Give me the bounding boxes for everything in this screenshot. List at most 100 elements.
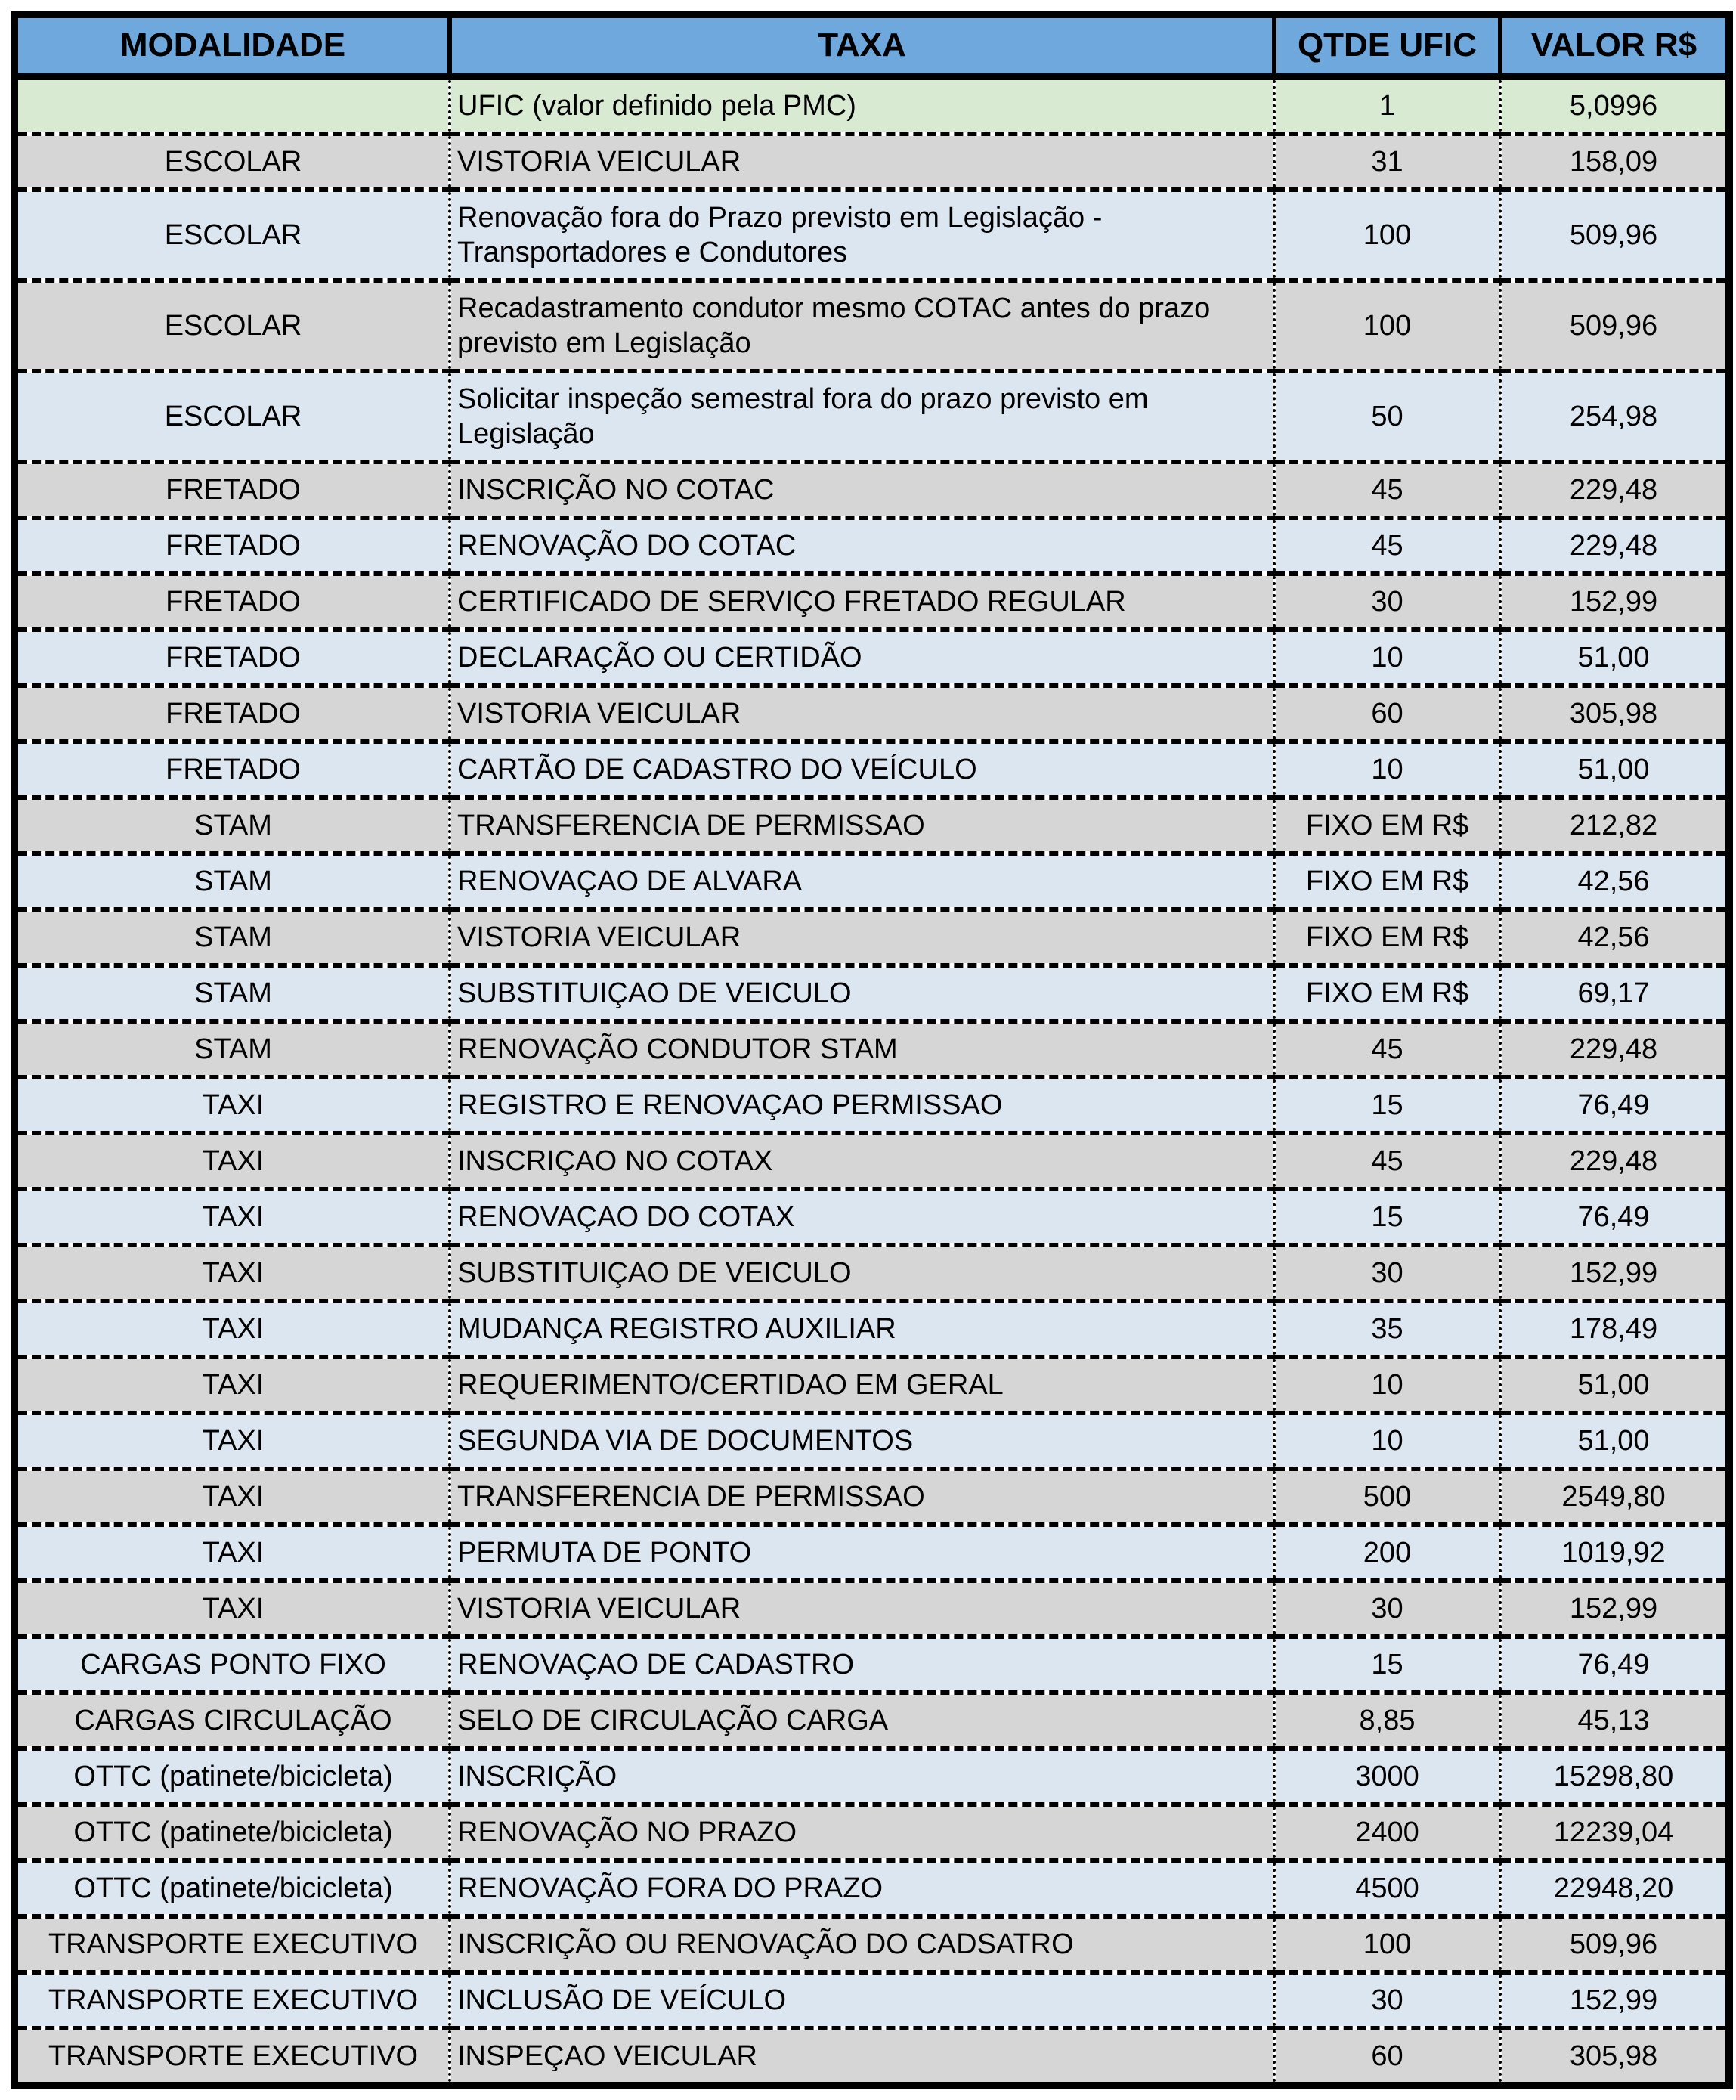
valor-cell: 22948,20 — [1499, 1857, 1729, 1916]
modalidade-cell: FRETADO — [14, 739, 450, 798]
modalidade-cell: TRANSPORTE EXECUTIVO — [14, 2025, 450, 2086]
table-row: ESCOLAR VISTORIA VEICULAR 31 158,09 — [14, 131, 1729, 190]
modalidade-cell: OTTC (patinete/bicicleta) — [14, 1801, 450, 1860]
table-row: TAXI TRANSFERENCIA DE PERMISSAO 500 2549,80 — [14, 1466, 1729, 1525]
valor-cell: 51,00 — [1499, 1410, 1729, 1469]
taxa-cell: RENOVAÇÃO NO PRAZO — [448, 1801, 1274, 1860]
qtde-ufic-cell: 15 — [1273, 1634, 1500, 1693]
table-row: TAXI PERMUTA DE PONTO 200 1019,92 — [14, 1522, 1729, 1581]
qtde-ufic-cell: 100 — [1273, 187, 1500, 280]
table-row: OTTC (patinete/bicicleta) RENOVAÇÃO FORA … — [14, 1857, 1729, 1916]
qtde-ufic-cell: 60 — [1273, 683, 1500, 742]
table-row: CARGAS PONTO FIXO RENOVAÇAO DE CADASTRO 15… — [14, 1634, 1729, 1693]
valor-cell: 45,13 — [1499, 1690, 1729, 1748]
valor-cell: 158,09 — [1499, 131, 1729, 190]
taxa-cell: REQUERIMENTO/CERTIDAO EM GERAL — [448, 1354, 1274, 1413]
taxa-cell: Renovação fora do Prazo previsto em Legi… — [448, 187, 1274, 280]
modalidade-cell: TRANSPORTE EXECUTIVO — [14, 1913, 450, 1972]
valor-cell: 76,49 — [1499, 1634, 1729, 1693]
valor-cell: 1019,92 — [1499, 1522, 1729, 1581]
valor-cell: 51,00 — [1499, 627, 1729, 686]
taxa-cell: INSCRIÇÃO NO COTAC — [448, 459, 1274, 518]
valor-cell: 51,00 — [1499, 739, 1729, 798]
qtde-ufic-cell: 100 — [1273, 277, 1500, 371]
modalidade-cell: ESCOLAR — [14, 131, 450, 190]
taxa-cell: CARTÃO DE CADASTRO DO VEÍCULO — [448, 739, 1274, 798]
fees-table: MODALIDADE TAXA QTDE UFIC VALOR R$ UFIC (va… — [11, 11, 1733, 2089]
qtde-ufic-cell: 30 — [1273, 1969, 1500, 2028]
column-header-modalidade: MODALIDADE — [14, 14, 450, 80]
valor-cell: 2549,80 — [1499, 1466, 1729, 1525]
table-row: FRETADO RENOVAÇÃO DO COTAC 45 229,48 — [14, 515, 1729, 574]
modalidade-cell: STAM — [14, 962, 450, 1021]
table-header-row: MODALIDADE TAXA QTDE UFIC VALOR R$ — [14, 14, 1729, 80]
taxa-cell: TRANSFERENCIA DE PERMISSAO — [448, 1466, 1274, 1525]
qtde-ufic-cell: 45 — [1273, 1130, 1500, 1189]
taxa-cell: RENOVAÇAO DE ALVARA — [448, 850, 1274, 909]
valor-cell: 152,99 — [1499, 1969, 1729, 2028]
modalidade-cell: FRETADO — [14, 571, 450, 630]
modalidade-cell: ESCOLAR — [14, 277, 450, 371]
table-row: STAM SUBSTITUIÇAO DE VEICULO FIXO EM R$ 69,… — [14, 962, 1729, 1021]
valor-cell: 212,82 — [1499, 794, 1729, 853]
valor-cell: 254,98 — [1499, 368, 1729, 462]
table-row: TAXI MUDANÇA REGISTRO AUXILIAR 35 178,49 — [14, 1298, 1729, 1357]
valor-cell: 509,96 — [1499, 277, 1729, 371]
valor-cell: 76,49 — [1499, 1074, 1729, 1133]
taxa-cell: RENOVAÇÃO DO COTAC — [448, 515, 1274, 574]
taxa-cell: REGISTRO E RENOVAÇAO PERMISSAO — [448, 1074, 1274, 1133]
valor-cell: 51,00 — [1499, 1354, 1729, 1413]
taxa-cell: RENOVAÇÃO CONDUTOR STAM — [448, 1018, 1274, 1077]
valor-cell: 229,48 — [1499, 1018, 1729, 1077]
taxa-cell: RENOVAÇAO DE CADASTRO — [448, 1634, 1274, 1693]
modalidade-cell: TRANSPORTE EXECUTIVO — [14, 1969, 450, 2028]
column-header-qtde-ufic: QTDE UFIC — [1272, 14, 1500, 80]
modalidade-cell: FRETADO — [14, 515, 450, 574]
table-row: TRANSPORTE EXECUTIVO INCLUSÃO DE VEÍCULO 3… — [14, 1969, 1729, 2028]
modalidade-cell: FRETADO — [14, 459, 450, 518]
table-header: MODALIDADE TAXA QTDE UFIC VALOR R$ — [14, 14, 1729, 80]
modalidade-cell — [14, 76, 450, 134]
valor-cell: 152,99 — [1499, 1242, 1729, 1301]
table-row: OTTC (patinete/bicicleta) INSCRIÇÃO 3000 15… — [14, 1745, 1729, 1804]
table-row: CARGAS CIRCULAÇÃO SELO DE CIRCULAÇÃO CARG… — [14, 1690, 1729, 1748]
table-row: TAXI REGISTRO E RENOVAÇAO PERMISSAO 15 76,4… — [14, 1074, 1729, 1133]
qtde-ufic-cell: FIXO EM R$ — [1273, 794, 1500, 853]
taxa-cell: DECLARAÇÃO OU CERTIDÃO — [448, 627, 1274, 686]
qtde-ufic-cell: 10 — [1273, 1410, 1500, 1469]
valor-cell: 152,99 — [1499, 1578, 1729, 1637]
qtde-ufic-cell: 60 — [1273, 2025, 1500, 2086]
valor-cell: 76,49 — [1499, 1186, 1729, 1245]
modalidade-cell: ESCOLAR — [14, 187, 450, 280]
valor-cell: 229,48 — [1499, 459, 1729, 518]
column-header-valor: VALOR R$ — [1498, 14, 1729, 80]
taxa-cell: TRANSFERENCIA DE PERMISSAO — [448, 794, 1274, 853]
valor-cell: 178,49 — [1499, 1298, 1729, 1357]
qtde-ufic-cell: 15 — [1273, 1074, 1500, 1133]
qtde-ufic-cell: 15 — [1273, 1186, 1500, 1245]
qtde-ufic-cell: 2400 — [1273, 1801, 1500, 1860]
qtde-ufic-cell: 10 — [1273, 627, 1500, 686]
qtde-ufic-cell: 1 — [1273, 76, 1500, 134]
qtde-ufic-cell: 10 — [1273, 739, 1500, 798]
taxa-cell: RENOVAÇÃO FORA DO PRAZO — [448, 1857, 1274, 1916]
taxa-cell: MUDANÇA REGISTRO AUXILIAR — [448, 1298, 1274, 1357]
qtde-ufic-cell: 45 — [1273, 1018, 1500, 1077]
taxa-cell: SEGUNDA VIA DE DOCUMENTOS — [448, 1410, 1274, 1469]
table-row: STAM VISTORIA VEICULAR FIXO EM R$ 42,56 — [14, 906, 1729, 965]
table-row: FRETADO CARTÃO DE CADASTRO DO VEÍCULO 10 51… — [14, 739, 1729, 798]
valor-cell: 12239,04 — [1499, 1801, 1729, 1860]
table-body: UFIC (valor definido pela PMC) 1 5,0996 ESC… — [14, 76, 1729, 2086]
taxa-cell: CERTIFICADO DE SERVIÇO FRETADO REGULAR — [448, 571, 1274, 630]
qtde-ufic-cell: 31 — [1273, 131, 1500, 190]
table-row: STAM RENOVAÇÃO CONDUTOR STAM 45 229,48 — [14, 1018, 1729, 1077]
modalidade-cell: STAM — [14, 850, 450, 909]
qtde-ufic-cell: 50 — [1273, 368, 1500, 462]
modalidade-cell: TAXI — [14, 1242, 450, 1301]
taxa-cell: INSCRIÇAO NO COTAX — [448, 1130, 1274, 1189]
modalidade-cell: TAXI — [14, 1578, 450, 1637]
table-row: TAXI SUBSTITUIÇAO DE VEICULO 30 152,99 — [14, 1242, 1729, 1301]
valor-cell: 69,17 — [1499, 962, 1729, 1021]
table-row: FRETADO DECLARAÇÃO OU CERTIDÃO 10 51,00 — [14, 627, 1729, 686]
